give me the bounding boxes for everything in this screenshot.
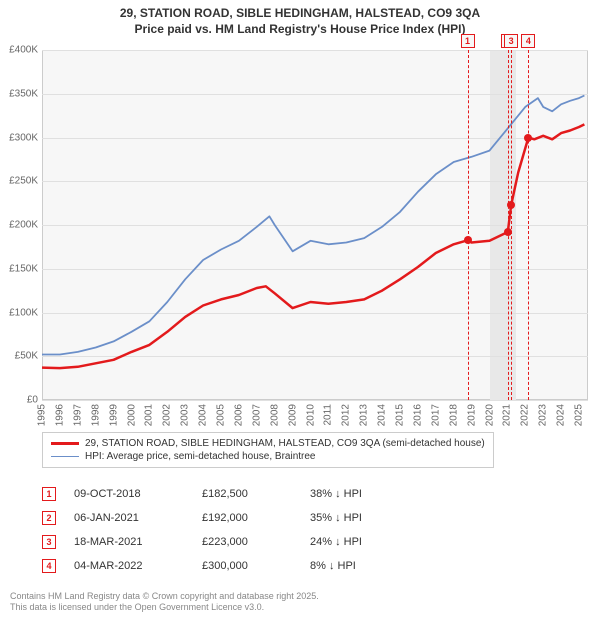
legend-item-price-paid: 29, STATION ROAD, SIBLE HEDINGHAM, HALST… bbox=[51, 437, 485, 450]
y-tick-label: £250K bbox=[9, 176, 38, 187]
legend-swatch bbox=[51, 456, 79, 458]
sale-date: 09-OCT-2018 bbox=[74, 488, 184, 500]
sale-price: £182,500 bbox=[202, 488, 292, 500]
x-tick-label: 2014 bbox=[377, 404, 388, 426]
sale-row: 2 06-JAN-2021 £192,000 35% ↓ HPI bbox=[42, 506, 420, 530]
sale-price: £192,000 bbox=[202, 512, 292, 524]
legend-item-hpi: HPI: Average price, semi-detached house,… bbox=[51, 450, 485, 463]
y-tick-label: £400K bbox=[9, 45, 38, 56]
footer-attribution: Contains HM Land Registry data © Crown c… bbox=[10, 591, 319, 614]
x-tick-label: 2024 bbox=[556, 404, 567, 426]
sale-delta: 38% ↓ HPI bbox=[310, 488, 420, 500]
marker-dot bbox=[524, 134, 532, 142]
x-tick-label: 2002 bbox=[162, 404, 173, 426]
series-hpi bbox=[42, 96, 584, 355]
sale-delta: 8% ↓ HPI bbox=[310, 560, 420, 572]
x-tick-label: 2011 bbox=[323, 404, 334, 426]
marker-line bbox=[528, 50, 529, 400]
x-tick-label: 2000 bbox=[126, 404, 137, 426]
sale-number-box: 3 bbox=[42, 535, 56, 549]
y-tick-label: £50K bbox=[15, 351, 38, 362]
marker-number-box: 1 bbox=[461, 34, 475, 48]
sale-date: 18-MAR-2021 bbox=[74, 536, 184, 548]
marker-line bbox=[468, 50, 469, 400]
x-tick-label: 2008 bbox=[269, 404, 280, 426]
sales-table: 109-OCT-2018£182,50038% ↓ HPI206-JAN-202… bbox=[42, 482, 420, 578]
footer-line2: This data is licensed under the Open Gov… bbox=[10, 602, 319, 614]
marker-line bbox=[508, 50, 509, 400]
marker-number-box: 4 bbox=[521, 34, 535, 48]
x-tick-label: 2004 bbox=[198, 404, 209, 426]
sale-row: 3 18-MAR-2021 £223,000 24% ↓ HPI bbox=[42, 530, 420, 554]
x-tick-label: 2018 bbox=[448, 404, 459, 426]
x-tick-label: 2020 bbox=[484, 404, 495, 426]
y-tick-label: £150K bbox=[9, 263, 38, 274]
sale-price: £300,000 bbox=[202, 560, 292, 572]
y-tick-label: £100K bbox=[9, 307, 38, 318]
marker-dot bbox=[507, 201, 515, 209]
legend: 29, STATION ROAD, SIBLE HEDINGHAM, HALST… bbox=[42, 432, 494, 468]
x-tick-label: 2021 bbox=[502, 404, 513, 426]
series-price_paid bbox=[42, 124, 584, 368]
x-tick-label: 1996 bbox=[54, 404, 65, 426]
sale-delta: 24% ↓ HPI bbox=[310, 536, 420, 548]
sale-price: £223,000 bbox=[202, 536, 292, 548]
y-tick-label: £300K bbox=[9, 132, 38, 143]
x-tick-label: 1999 bbox=[108, 404, 119, 426]
sale-number-box: 2 bbox=[42, 511, 56, 525]
marker-number-box: 3 bbox=[504, 34, 518, 48]
legend-label: 29, STATION ROAD, SIBLE HEDINGHAM, HALST… bbox=[85, 438, 485, 449]
x-tick-label: 2009 bbox=[287, 404, 298, 426]
sale-delta: 35% ↓ HPI bbox=[310, 512, 420, 524]
x-tick-label: 2015 bbox=[395, 404, 406, 426]
x-tick-label: 1998 bbox=[90, 404, 101, 426]
x-tick-label: 1997 bbox=[72, 404, 83, 426]
x-tick-label: 2006 bbox=[233, 404, 244, 426]
marker-dot bbox=[464, 236, 472, 244]
sale-row: 1 09-OCT-2018 £182,500 38% ↓ HPI bbox=[42, 482, 420, 506]
chart-area: £0£50K£100K£150K£200K£250K£300K£350K£400… bbox=[42, 50, 588, 400]
x-tick-label: 2016 bbox=[412, 404, 423, 426]
x-tick-label: 2001 bbox=[144, 404, 155, 426]
x-tick-label: 1995 bbox=[37, 404, 48, 426]
x-tick-label: 2025 bbox=[574, 404, 585, 426]
x-tick-label: 2012 bbox=[341, 404, 352, 426]
y-tick-label: £350K bbox=[9, 88, 38, 99]
sale-number-box: 1 bbox=[42, 487, 56, 501]
x-tick-label: 2023 bbox=[538, 404, 549, 426]
sale-number-box: 4 bbox=[42, 559, 56, 573]
marker-line bbox=[511, 50, 512, 400]
footer-line1: Contains HM Land Registry data © Crown c… bbox=[10, 591, 319, 603]
x-tick-label: 2005 bbox=[216, 404, 227, 426]
sale-date: 06-JAN-2021 bbox=[74, 512, 184, 524]
sale-date: 04-MAR-2022 bbox=[74, 560, 184, 572]
legend-swatch bbox=[51, 442, 79, 445]
x-tick-label: 2022 bbox=[520, 404, 531, 426]
series-lines bbox=[42, 50, 588, 400]
x-tick-label: 2010 bbox=[305, 404, 316, 426]
y-tick-label: £200K bbox=[9, 220, 38, 231]
x-tick-label: 2017 bbox=[430, 404, 441, 426]
legend-label: HPI: Average price, semi-detached house,… bbox=[85, 451, 316, 462]
x-tick-label: 2003 bbox=[180, 404, 191, 426]
title-line1: 29, STATION ROAD, SIBLE HEDINGHAM, HALST… bbox=[0, 6, 600, 22]
x-tick-label: 2019 bbox=[466, 404, 477, 426]
chart-title: 29, STATION ROAD, SIBLE HEDINGHAM, HALST… bbox=[0, 0, 600, 37]
sale-row: 4 04-MAR-2022 £300,000 8% ↓ HPI bbox=[42, 554, 420, 578]
x-tick-label: 2013 bbox=[359, 404, 370, 426]
x-tick-label: 2007 bbox=[251, 404, 262, 426]
